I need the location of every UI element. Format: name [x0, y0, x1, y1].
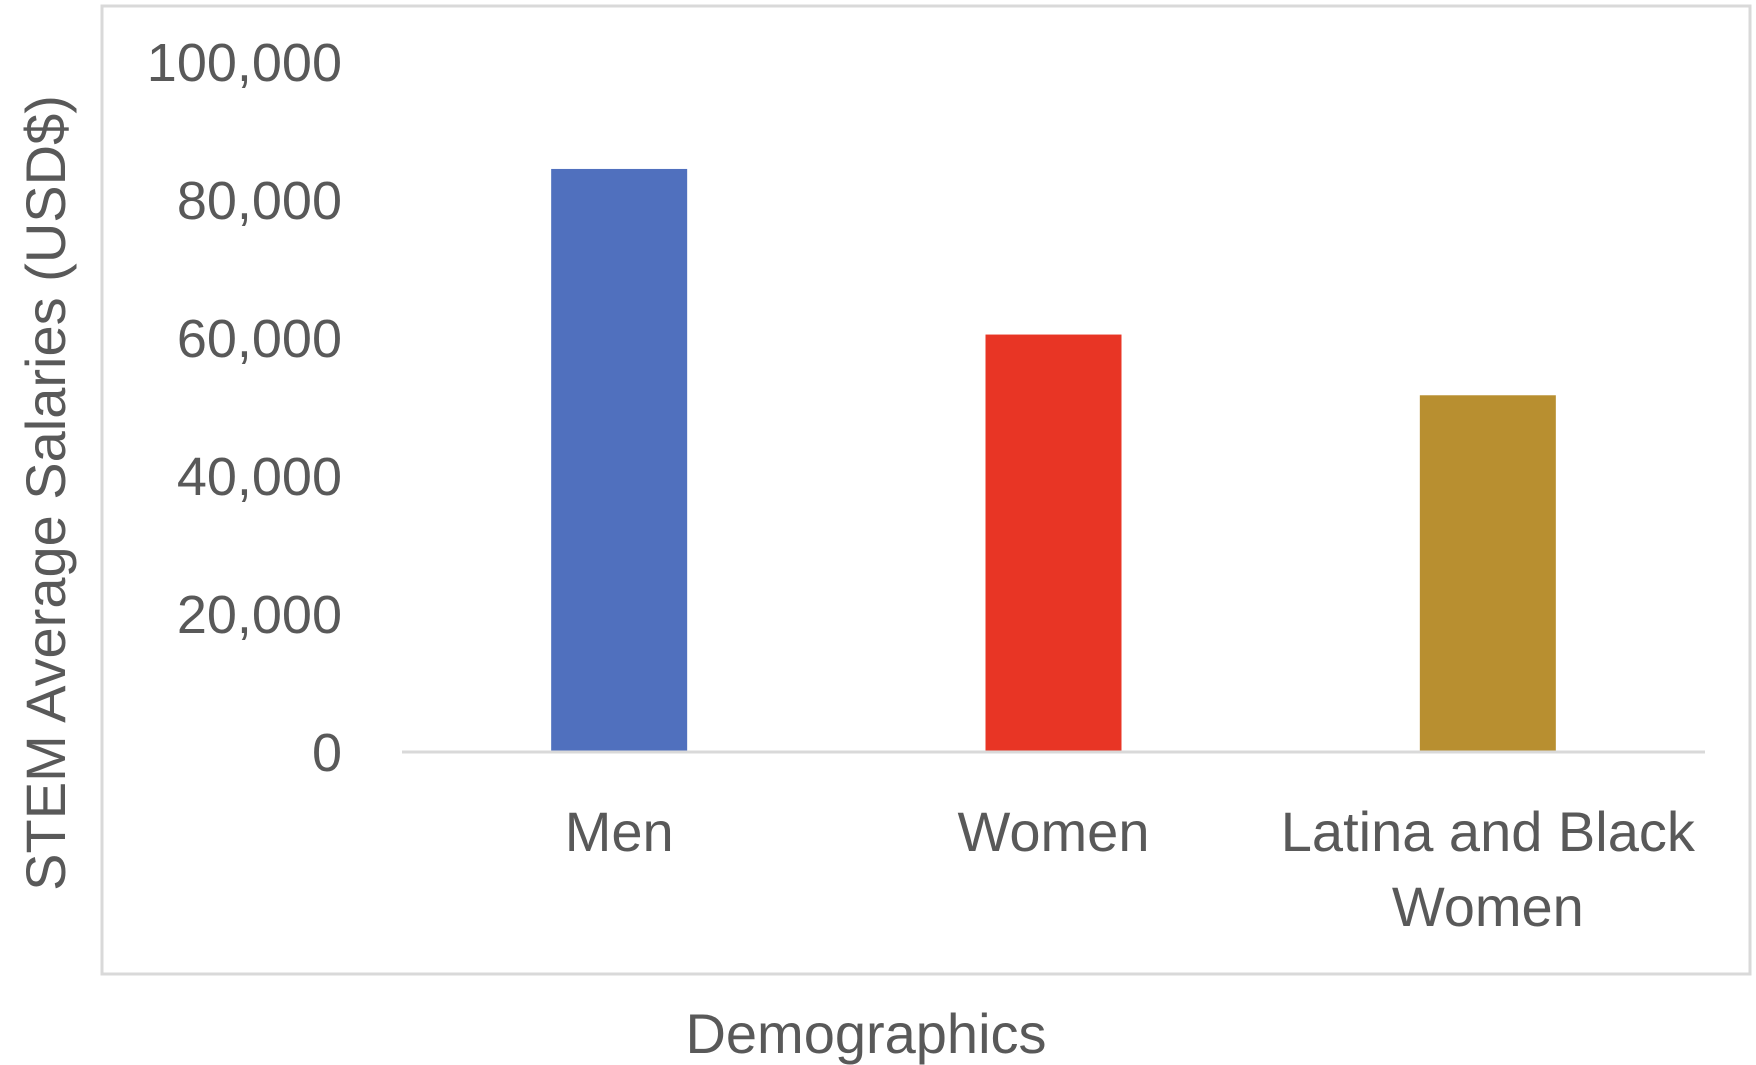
x-category-label: Women [958, 800, 1150, 863]
y-tick-label: 0 [312, 723, 342, 783]
y-axis-tick-labels: 0 20,000 40,000 60,000 80,000 100,000 [147, 33, 342, 783]
bar [551, 168, 688, 752]
x-axis-category-labels: Men Women Latina and Black Women [565, 800, 1696, 938]
bar [985, 334, 1122, 752]
x-category-label: Men [565, 800, 674, 863]
y-tick-label: 60,000 [177, 309, 342, 369]
y-tick-label: 80,000 [177, 171, 342, 231]
x-category-label: Women [1392, 875, 1584, 938]
x-category-label: Latina and Black [1281, 800, 1696, 863]
bar [1419, 395, 1556, 752]
x-axis-title: Demographics [685, 1002, 1046, 1065]
y-axis-title: STEM Average Salaries (USD$) [14, 95, 77, 891]
y-tick-label: 40,000 [177, 447, 342, 507]
y-tick-label: 20,000 [177, 585, 342, 645]
bar-series [551, 168, 1556, 752]
y-tick-label: 100,000 [147, 33, 342, 93]
